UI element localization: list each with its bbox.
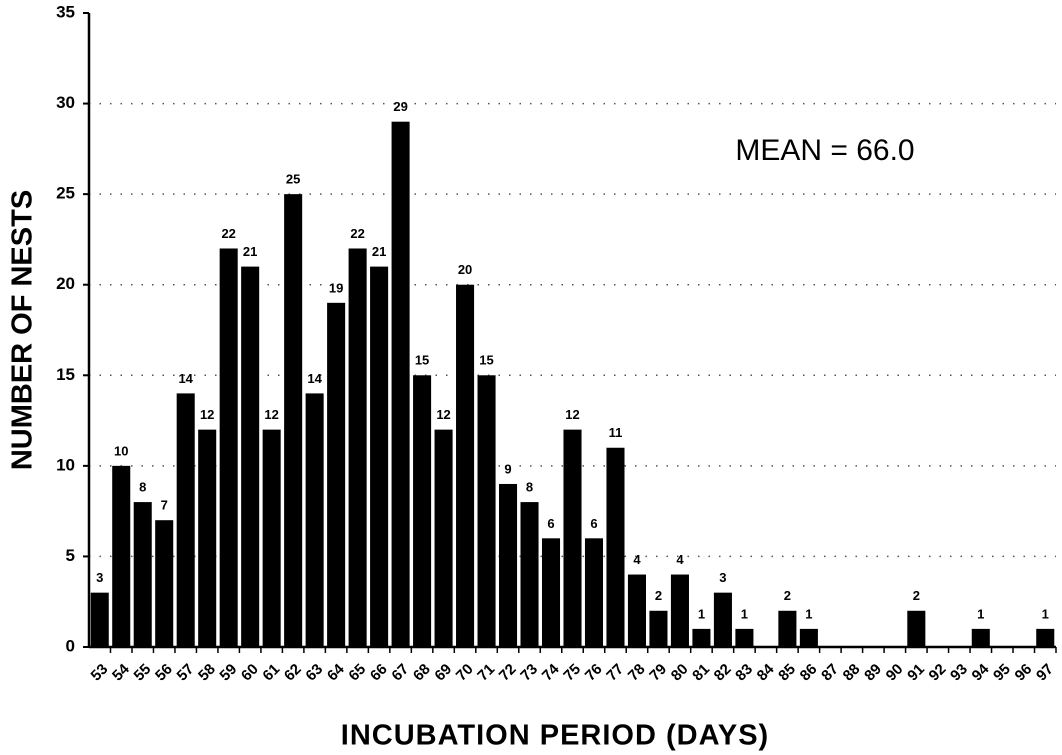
bar (477, 375, 496, 647)
bar (413, 375, 432, 647)
value-label: 1 (741, 606, 748, 621)
value-label: 22 (221, 226, 235, 241)
value-label: 29 (393, 99, 407, 114)
value-label: 1 (805, 606, 812, 621)
bar (971, 628, 990, 647)
bar (391, 121, 410, 647)
value-label: 12 (200, 407, 214, 422)
value-label: 8 (139, 480, 146, 495)
bar (305, 393, 324, 647)
value-label: 3 (96, 570, 103, 585)
y-tick-label: 5 (66, 546, 75, 565)
value-label: 11 (609, 425, 623, 440)
annotation: MEAN = 66.0 (735, 134, 914, 167)
value-label: 15 (415, 353, 429, 368)
value-label: 8 (526, 480, 533, 495)
bar (112, 465, 131, 647)
bar (541, 538, 561, 647)
y-tick-label: 20 (56, 274, 75, 293)
bar (370, 266, 389, 647)
value-label: 6 (547, 516, 554, 531)
value-label: 2 (784, 588, 791, 603)
value-label: 19 (329, 280, 343, 295)
bar (670, 574, 689, 647)
bar (627, 574, 646, 647)
bar (198, 429, 217, 647)
y-tick-label: 15 (56, 365, 75, 384)
bar (456, 284, 475, 647)
value-label: 14 (307, 371, 322, 386)
value-label: 1 (698, 606, 705, 621)
bar (1036, 628, 1055, 647)
value-label: 15 (479, 353, 493, 368)
y-tick-label: 10 (56, 455, 75, 474)
value-label: 4 (676, 552, 684, 567)
value-label: 14 (178, 371, 193, 386)
value-label: 6 (590, 516, 597, 531)
value-label: 7 (161, 498, 168, 513)
value-label: 3 (719, 570, 726, 585)
bar (176, 393, 195, 647)
value-label: 21 (372, 244, 386, 259)
y-tick-label: 0 (66, 636, 75, 655)
y-tick-label: 30 (56, 93, 75, 112)
value-label: 9 (504, 461, 511, 476)
y-tick-label: 35 (56, 2, 75, 21)
x-tick-label: 97 (1033, 661, 1057, 685)
value-label: 12 (565, 407, 579, 422)
value-label: 12 (436, 407, 450, 422)
bar (434, 429, 453, 647)
value-label: 1 (977, 606, 984, 621)
value-label: 1 (1042, 606, 1049, 621)
bar (907, 610, 926, 647)
value-label: 22 (350, 226, 364, 241)
y-tick-label: 25 (56, 184, 75, 203)
value-label: 2 (913, 588, 920, 603)
bar (799, 628, 818, 647)
bar (133, 502, 152, 647)
bar (90, 592, 109, 647)
bar (584, 538, 604, 647)
bar (649, 610, 668, 647)
bar (327, 302, 346, 647)
value-label: 4 (633, 552, 641, 567)
bar (499, 483, 518, 647)
value-label: 12 (264, 407, 278, 422)
value-label: 10 (114, 443, 128, 458)
value-label: 2 (655, 588, 662, 603)
bar (778, 610, 797, 647)
value-label: 20 (458, 262, 472, 277)
bar (606, 447, 625, 647)
bar (735, 628, 754, 647)
bar (692, 628, 711, 647)
bar (713, 592, 732, 647)
bar (219, 248, 238, 647)
x-axis-label: INCUBATION PERIOD (DAYS) (341, 720, 769, 752)
bar (348, 248, 367, 647)
bar (520, 502, 539, 647)
bar (262, 429, 281, 647)
bar (155, 520, 174, 647)
value-label: 25 (286, 172, 300, 187)
bar (284, 194, 303, 647)
bar (563, 429, 582, 647)
bar (241, 266, 260, 647)
y-axis-label: NUMBER OF NESTS (7, 190, 39, 470)
value-label: 21 (243, 244, 257, 259)
